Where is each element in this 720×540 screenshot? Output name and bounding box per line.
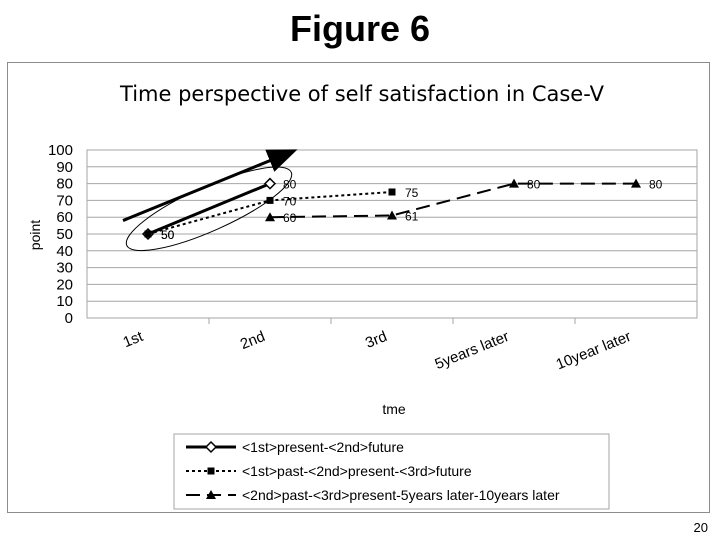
data-label: 70 xyxy=(283,194,297,208)
data-label: 60 xyxy=(283,211,297,225)
chart-frame xyxy=(7,62,710,513)
data-label: 75 xyxy=(405,186,419,200)
y-tick-label: 30 xyxy=(56,260,73,277)
page-number: 20 xyxy=(693,520,708,535)
data-label: 80 xyxy=(527,178,541,192)
data-label: 80 xyxy=(283,178,297,192)
y-tick-label: 90 xyxy=(56,159,73,176)
data-point xyxy=(266,196,274,204)
legend-entry: <2nd>past-<3rd>present-5years later-10ye… xyxy=(242,487,560,503)
legend-marker xyxy=(206,490,216,499)
plot-area xyxy=(86,149,698,319)
x-tick-label: 3rd xyxy=(363,328,389,352)
x-tick-label: 5years later xyxy=(432,328,511,373)
legend-marker xyxy=(204,440,218,454)
data-point xyxy=(388,188,396,196)
y-tick-label: 60 xyxy=(56,209,73,226)
data-label: 50 xyxy=(161,228,175,242)
y-tick-label: 20 xyxy=(56,276,73,293)
legend-box xyxy=(173,433,610,510)
y-tick-label: 100 xyxy=(48,142,73,159)
legend-marker xyxy=(207,467,215,475)
y-tick-label: 40 xyxy=(56,243,73,260)
y-tick-label: 70 xyxy=(56,192,73,209)
x-tick-label: 2nd xyxy=(238,328,268,353)
data-point xyxy=(144,230,152,238)
data-point xyxy=(387,210,397,220)
data-label: 61 xyxy=(405,210,419,224)
data-label: 80 xyxy=(649,178,663,192)
chart-title: Time perspective of self satisfaction in… xyxy=(119,82,605,106)
data-point xyxy=(509,178,519,188)
y-tick-label: 10 xyxy=(56,293,73,310)
y-tick-label: 50 xyxy=(56,226,73,243)
data-point xyxy=(631,178,641,188)
y-axis-label: point xyxy=(27,220,43,250)
data-point xyxy=(263,177,277,190)
data-point xyxy=(265,212,275,222)
highlight-ellipse xyxy=(125,166,293,252)
legend-entry: <1st>past-<2nd>present-<3rd>future xyxy=(242,463,472,479)
x-tick-label: 1st xyxy=(121,328,147,352)
legend-entry: <1st>present-<2nd>future xyxy=(242,439,404,455)
series-line-1 xyxy=(147,182,271,236)
y-tick-label: 0 xyxy=(65,310,73,327)
x-axis-label: tme xyxy=(382,401,406,417)
trend-arrow xyxy=(122,149,298,222)
slide-title: Figure 6 xyxy=(289,8,431,49)
y-tick-label: 80 xyxy=(56,176,73,193)
x-tick-label: 10year later xyxy=(554,328,634,373)
data-label: 50 xyxy=(161,228,175,242)
